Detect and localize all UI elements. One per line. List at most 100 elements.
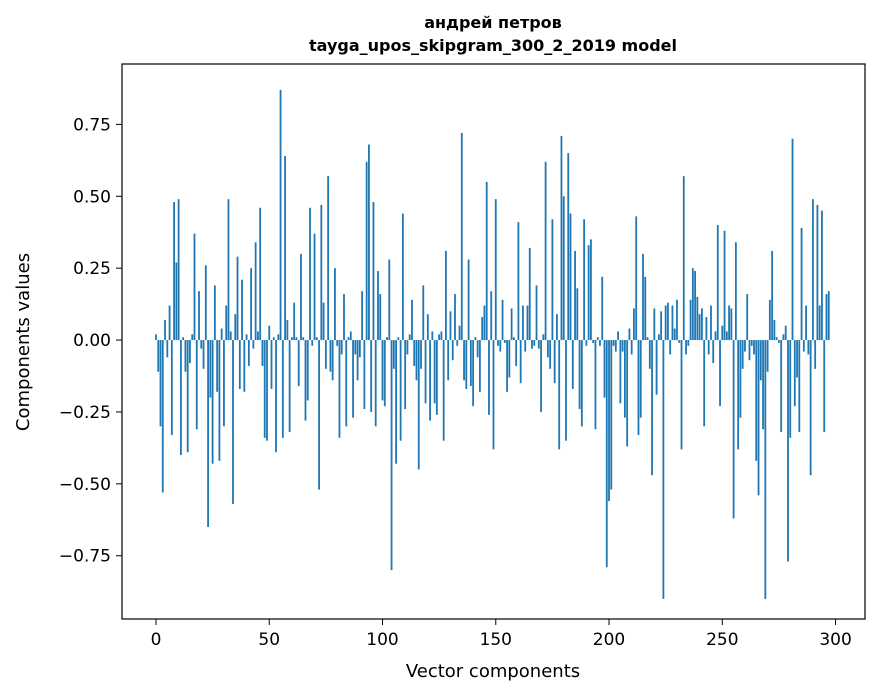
bar-16: [191, 334, 194, 341]
bar-276: [780, 340, 783, 433]
bar-283: [796, 340, 798, 378]
bar-227: [669, 340, 672, 355]
bar-60: [290, 337, 293, 341]
bar-63: [297, 340, 300, 387]
bar-170: [540, 340, 542, 412]
bar-191: [587, 245, 590, 341]
bar-212: [635, 216, 638, 341]
bar-207: [623, 340, 626, 418]
bar-146: [485, 181, 488, 341]
bar-109: [401, 213, 404, 341]
x-tick-label: 150: [480, 630, 512, 650]
bar-24: [209, 340, 212, 398]
bar-112: [408, 334, 411, 341]
bar-224: [662, 340, 665, 599]
bar-120: [426, 314, 429, 341]
bar-77: [329, 340, 332, 372]
bar-29: [220, 328, 223, 341]
bar-238: [694, 271, 697, 341]
bar-80: [336, 340, 339, 346]
bar-282: [793, 340, 796, 407]
bar-65: [302, 337, 305, 341]
bar-92: [363, 340, 366, 410]
bar-161: [519, 340, 522, 384]
bar-70: [313, 233, 316, 341]
bar-53: [275, 340, 277, 453]
x-tick-label: 200: [593, 630, 625, 650]
x-axis-ticks: 0 50 100 150 200 250 300: [151, 619, 852, 650]
bar-244: [707, 340, 710, 355]
bar-57: [284, 156, 286, 341]
bar-2: [159, 340, 162, 427]
bar-67: [306, 340, 309, 401]
bar-243: [705, 317, 708, 341]
bar-197: [601, 276, 604, 341]
bar-228: [671, 305, 674, 341]
bar-187: [578, 340, 581, 410]
bar-66: [304, 340, 307, 421]
bar-184: [571, 340, 574, 389]
bar-31: [225, 305, 228, 341]
bar-111: [406, 340, 409, 355]
bar-157: [510, 308, 513, 341]
bar-46: [259, 207, 262, 341]
bar-103: [388, 259, 391, 341]
bar-296: [825, 294, 828, 341]
bar-236: [689, 299, 692, 341]
bar-215: [642, 253, 644, 341]
bar-139: [469, 340, 472, 387]
y-tick-label: −0.75: [59, 547, 111, 567]
bar-95: [370, 340, 373, 412]
bar-100: [381, 340, 384, 401]
bar-83: [343, 294, 345, 341]
bar-168: [535, 285, 538, 341]
x-tick-label: 50: [258, 630, 280, 650]
bar-271: [768, 299, 771, 341]
bar-275: [778, 340, 780, 343]
bar-39: [243, 340, 246, 392]
bar-50: [268, 325, 271, 341]
bar-198: [603, 340, 606, 398]
chart-title-line1: андрей петров: [424, 13, 562, 32]
bar-73: [320, 204, 323, 341]
bar-291: [814, 340, 817, 369]
bar-61: [293, 302, 296, 341]
bar-174: [549, 340, 552, 369]
bar-93: [365, 161, 368, 341]
bar-158: [512, 337, 515, 341]
bar-129: [447, 340, 450, 381]
y-axis-ticks: −0.75 −0.50 −0.25 0.00 0.25 0.50 0.75: [59, 115, 122, 567]
bar-137: [465, 340, 468, 389]
bar-5: [166, 340, 169, 358]
bar-28: [218, 340, 221, 461]
bar-27: [216, 340, 219, 392]
bar-141: [474, 337, 477, 341]
bar-279: [787, 340, 789, 562]
bar-288: [807, 340, 810, 355]
bar-149: [492, 340, 495, 450]
bar-176: [553, 340, 556, 384]
bar-134: [458, 325, 461, 341]
bar-59: [288, 340, 291, 433]
bar-110: [404, 340, 407, 410]
bar-254: [730, 308, 733, 341]
bar-147: [488, 340, 490, 415]
bar-34: [232, 340, 234, 504]
bar-96: [372, 202, 375, 341]
bar-210: [630, 340, 633, 355]
bar-253: [728, 305, 730, 341]
bar-11: [179, 340, 182, 456]
bar-163: [524, 340, 527, 352]
bar-297: [827, 291, 830, 341]
bar-140: [472, 340, 475, 407]
bar-150: [494, 199, 497, 341]
bar-56: [281, 340, 284, 438]
bar-13: [184, 340, 187, 372]
bar-123: [433, 340, 436, 404]
bar-130: [449, 311, 452, 341]
bar-193: [592, 340, 595, 343]
bar-232: [680, 340, 683, 450]
chart-title-line2: tayga_upos_skipgram_300_2_2019 model: [309, 36, 677, 55]
bar-249: [719, 340, 721, 407]
